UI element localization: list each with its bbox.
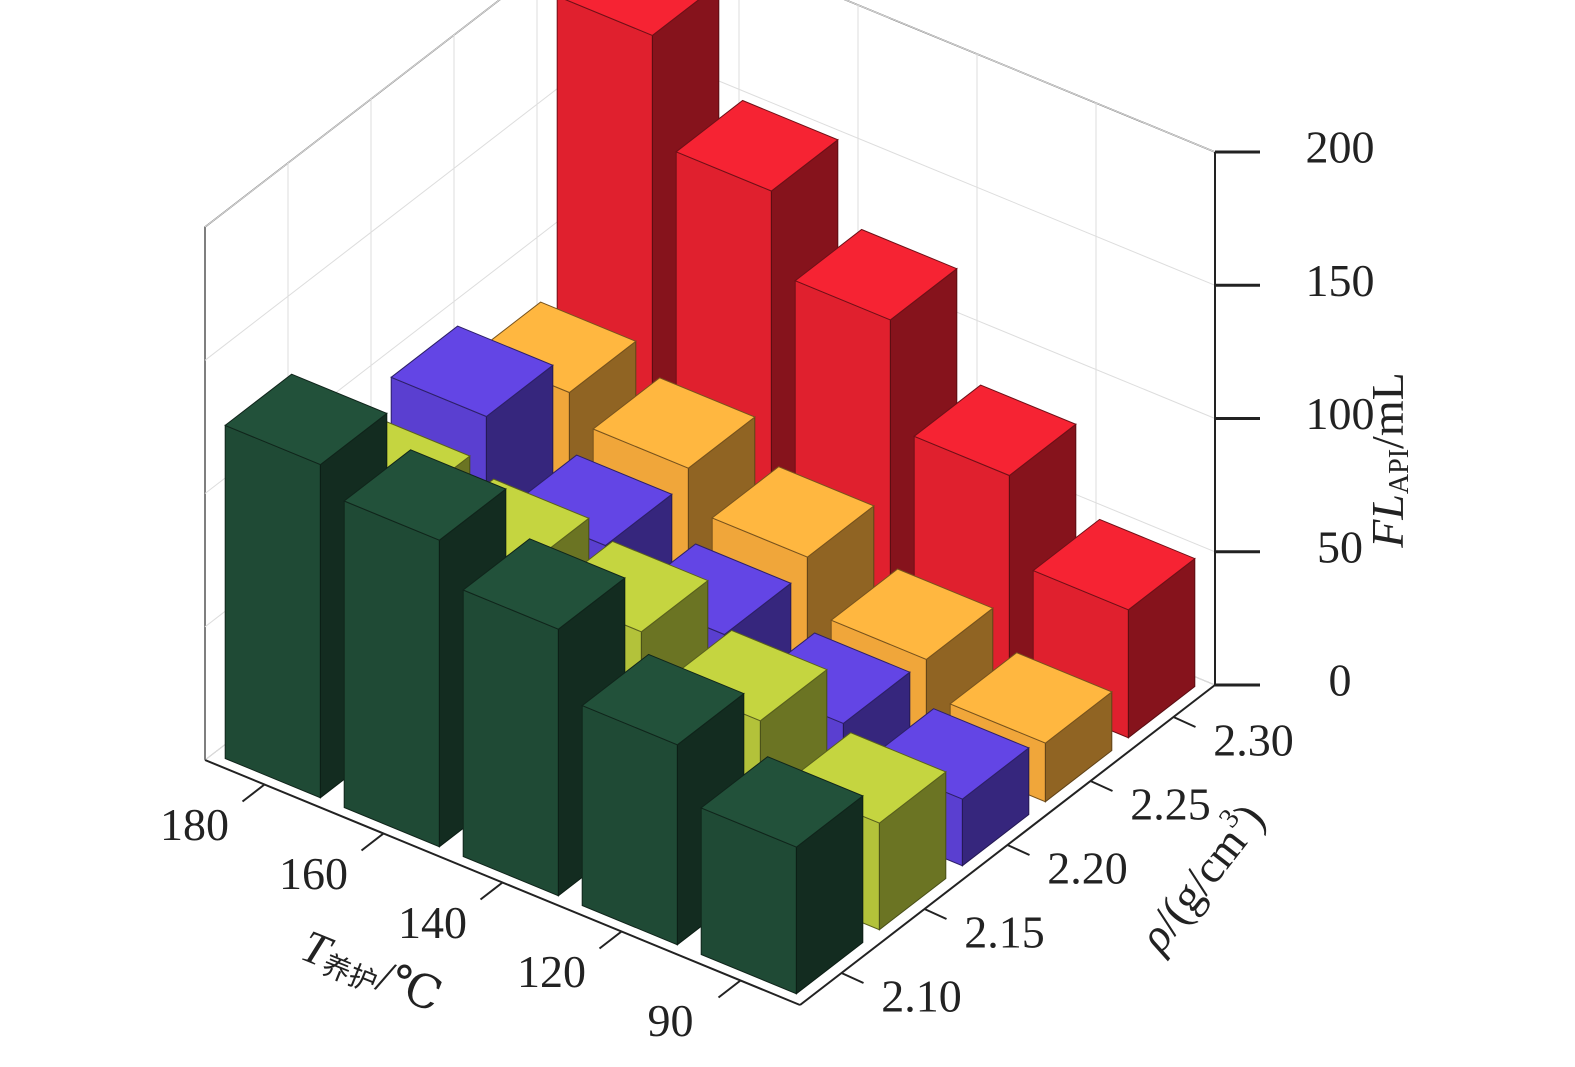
x-title-unit: /℃ (370, 950, 449, 1021)
y-tick-label: 2.20 (1047, 843, 1128, 894)
z-title-unit: /mL (1362, 372, 1413, 449)
bar-top (343, 449, 507, 541)
bar-top (592, 377, 756, 469)
bar-top (390, 325, 554, 418)
y-tick (841, 972, 864, 984)
bar-top (913, 384, 1077, 477)
z-title-subscript: API (1384, 449, 1415, 494)
y-tick (1173, 716, 1196, 728)
z-tick-label: 100 (1306, 388, 1375, 439)
x-tick-label: 160 (279, 848, 348, 899)
bar-front (224, 424, 321, 799)
x-tick (241, 783, 266, 803)
y-tick-label: 2.15 (964, 907, 1045, 958)
bar-top (462, 538, 626, 630)
grid-line (204, 0, 1216, 228)
z-tick-label: 200 (1306, 122, 1375, 173)
x-tick (479, 881, 504, 901)
bar-front (343, 500, 440, 848)
y-tick-label: 2.25 (1130, 779, 1211, 830)
bar-top (224, 373, 388, 466)
y-tick (1090, 780, 1113, 792)
x-tick-label: 140 (398, 897, 467, 948)
y-tick (924, 908, 947, 920)
bar-top (581, 653, 745, 746)
bars (224, 0, 1196, 995)
x-tick (717, 979, 742, 999)
y-tick-label: 2.30 (1213, 715, 1294, 766)
y-tick-label: 2.10 (881, 971, 962, 1022)
x-tick (598, 930, 623, 950)
x-tick (360, 832, 385, 852)
x-tick-label: 180 (160, 799, 229, 850)
bar-top (711, 466, 875, 558)
bar-top (794, 228, 958, 321)
y-title-unit: /(g/cm (1142, 817, 1256, 943)
bar-top (1032, 518, 1196, 611)
bar-top (700, 756, 864, 848)
bar-top (830, 568, 994, 660)
bar-top (675, 99, 839, 192)
z-axis-title: FLAPI/mL (1362, 372, 1416, 548)
bar-top (565, 0, 700, 36)
y-tick (1007, 844, 1030, 856)
z-title-symbol: FL (1362, 494, 1413, 549)
x-tick-label: 90 (648, 995, 694, 1046)
bar (700, 756, 864, 995)
bar-top (949, 652, 1113, 744)
z-tick-label: 150 (1306, 255, 1375, 306)
bar-front (581, 704, 678, 946)
z-tick-label: 50 (1317, 521, 1363, 572)
x-tick-label: 120 (517, 946, 586, 997)
z-tick-label: 0 (1329, 655, 1352, 706)
bar-front (462, 589, 559, 897)
